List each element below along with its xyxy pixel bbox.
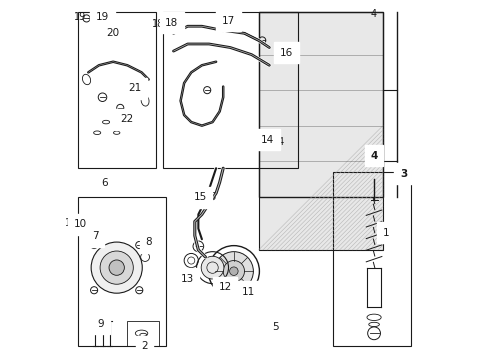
Text: 2: 2 xyxy=(141,341,147,351)
Text: 7: 7 xyxy=(92,231,99,242)
Text: 20: 20 xyxy=(103,28,116,38)
Circle shape xyxy=(223,261,244,282)
Circle shape xyxy=(214,252,253,291)
Text: 14: 14 xyxy=(265,136,285,147)
Bar xyxy=(258,12,382,197)
Bar xyxy=(332,172,410,346)
Text: 6: 6 xyxy=(101,178,107,188)
Text: 17: 17 xyxy=(225,16,243,26)
Text: 21: 21 xyxy=(132,84,145,93)
Text: 18: 18 xyxy=(152,19,171,30)
Text: 9: 9 xyxy=(97,319,104,329)
Bar xyxy=(78,12,156,168)
Text: 1: 1 xyxy=(382,228,388,238)
Text: 4: 4 xyxy=(369,151,377,161)
Text: 10: 10 xyxy=(65,218,81,228)
Circle shape xyxy=(109,260,124,275)
Bar xyxy=(163,12,297,168)
Text: 12: 12 xyxy=(218,282,231,292)
Text: 13: 13 xyxy=(181,273,193,283)
Text: 11: 11 xyxy=(240,286,252,296)
Text: 19: 19 xyxy=(74,12,94,22)
Circle shape xyxy=(201,256,224,279)
Text: 19: 19 xyxy=(96,12,109,22)
Circle shape xyxy=(91,242,142,293)
Text: 12: 12 xyxy=(217,282,229,292)
Text: 14: 14 xyxy=(261,135,274,145)
Text: 11: 11 xyxy=(241,287,254,297)
Text: 20: 20 xyxy=(106,28,120,38)
Text: 22: 22 xyxy=(121,114,134,124)
Text: 4: 4 xyxy=(369,151,377,161)
Text: 4: 4 xyxy=(370,9,376,19)
Text: 2: 2 xyxy=(138,348,144,358)
Bar xyxy=(78,197,166,346)
Text: 19: 19 xyxy=(93,13,106,23)
Text: 7: 7 xyxy=(94,230,100,240)
Text: 3: 3 xyxy=(402,170,411,180)
Text: 15: 15 xyxy=(198,192,217,202)
Bar xyxy=(127,321,159,346)
Text: 3: 3 xyxy=(399,168,407,179)
Text: 5: 5 xyxy=(272,322,279,332)
Text: 6: 6 xyxy=(99,177,105,188)
Text: 8: 8 xyxy=(145,237,152,247)
Text: 15: 15 xyxy=(193,192,206,202)
Text: 22: 22 xyxy=(119,112,132,122)
Text: 16: 16 xyxy=(279,48,292,58)
Text: 21: 21 xyxy=(127,84,141,93)
Text: 8: 8 xyxy=(145,236,155,246)
Bar xyxy=(258,12,382,250)
Text: 13: 13 xyxy=(180,274,193,284)
Circle shape xyxy=(229,267,238,275)
Circle shape xyxy=(100,251,133,284)
Text: 17: 17 xyxy=(222,16,235,26)
Text: 10: 10 xyxy=(74,219,87,229)
Text: 9: 9 xyxy=(98,318,103,328)
Text: 1: 1 xyxy=(384,227,394,237)
Text: 19: 19 xyxy=(101,13,113,23)
Text: 18: 18 xyxy=(165,18,178,28)
Text: 5: 5 xyxy=(271,322,277,332)
Text: 16: 16 xyxy=(280,48,299,58)
